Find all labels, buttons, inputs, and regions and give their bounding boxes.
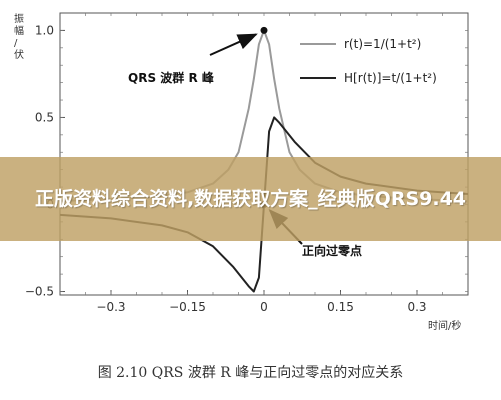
- y-tick-label: 1.0: [35, 23, 54, 37]
- x-axis-label: 时间/秒: [428, 319, 461, 332]
- y-axis-label: 振幅/伏: [14, 12, 24, 61]
- legend-label-hilbert: H[r(t)]=t/(1+t²): [344, 71, 437, 85]
- annotation-zero-crossing: 正向过零点: [302, 243, 362, 258]
- x-tick-label: 0: [260, 300, 268, 314]
- watermark-banner-text: 正版资料综合资料,数据获取方案_经典版QRS9.44: [34, 188, 467, 210]
- plot-frame: [59, 12, 469, 296]
- annotation-qrs-peak: QRS 波群 R 峰: [128, 70, 215, 85]
- y-tick-label: 0.5: [35, 110, 54, 124]
- figure-caption: 图 2.10 QRS 波群 R 峰与正向过零点的对应关系: [97, 365, 404, 381]
- peak-marker: [260, 26, 268, 34]
- annotation-qrs-peak-arrow: [209, 33, 258, 56]
- x-tick-label: 0.3: [407, 300, 426, 314]
- x-tick-label: −0.15: [169, 300, 206, 314]
- x-tick-label: 0.15: [327, 300, 354, 314]
- x-tick-label: −0.3: [96, 300, 125, 314]
- legend-label-r: r(t)=1/(1+t²): [344, 37, 421, 51]
- y-tick-label: −0.5: [25, 285, 54, 299]
- watermark-banner: 正版资料综合资料,数据获取方案_经典版QRS9.44: [0, 157, 501, 241]
- chart-legend: r(t)=1/(1+t²) H[r(t)]=t/(1+t²): [300, 37, 437, 85]
